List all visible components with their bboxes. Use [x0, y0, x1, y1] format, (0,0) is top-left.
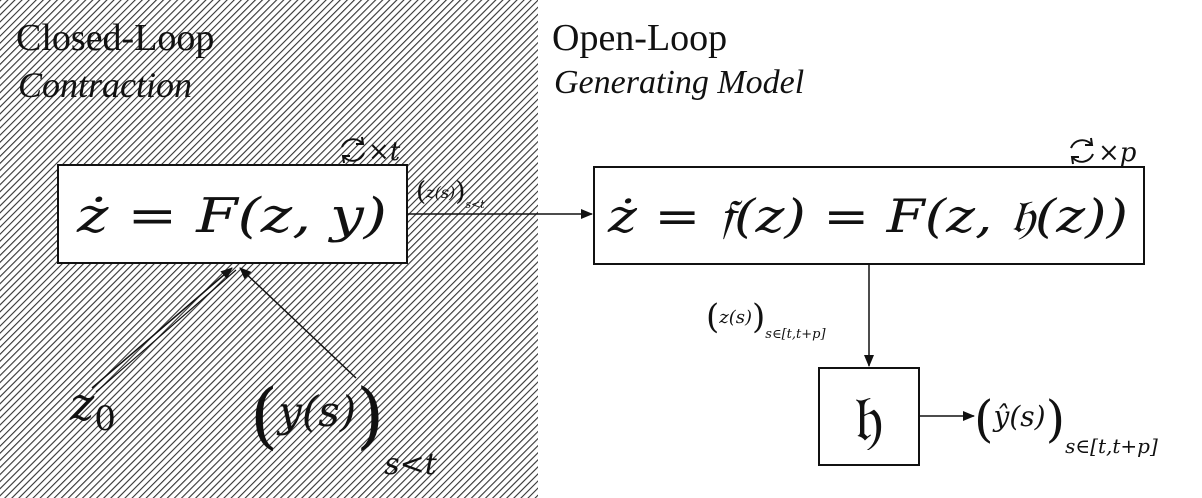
- closed-loop-box: [57, 164, 408, 264]
- open-loop-repeat: ×p: [1098, 138, 1137, 168]
- edge-closed-to-open-label: (z(s))s<t: [416, 177, 485, 211]
- edge-z0-to-box-shadow: [95, 269, 237, 393]
- edge-open-to-readout-label: (z(s))s∈[t,t+p]: [706, 297, 826, 342]
- input-z0: z0: [69, 377, 116, 439]
- closed-loop-title: Closed-Loop: [16, 17, 214, 59]
- edge-y-to-box: [239, 267, 357, 379]
- closed-loop-repeat: ×t: [368, 137, 401, 167]
- loop-icon: [341, 136, 365, 164]
- closed-loop-equation: ż = F(z, y): [76, 188, 387, 244]
- edge-z0-to-box: [91, 267, 233, 389]
- closed-loop-subtitle: Contraction: [18, 65, 192, 105]
- open-loop-equation: ż = 𝔣(z) = F(z, 𝔥(z)): [607, 189, 1128, 243]
- output-label: (ŷ(s))s∈[t,t+p]: [974, 390, 1158, 458]
- open-loop-title: Open-Loop: [552, 17, 727, 59]
- open-loop-box: [593, 166, 1145, 265]
- open-loop-subtitle: Generating Model: [554, 64, 804, 101]
- loop-icon: [1070, 137, 1094, 165]
- input-y: (y(s))s<t: [250, 373, 438, 482]
- readout-label: 𝔥: [854, 382, 883, 456]
